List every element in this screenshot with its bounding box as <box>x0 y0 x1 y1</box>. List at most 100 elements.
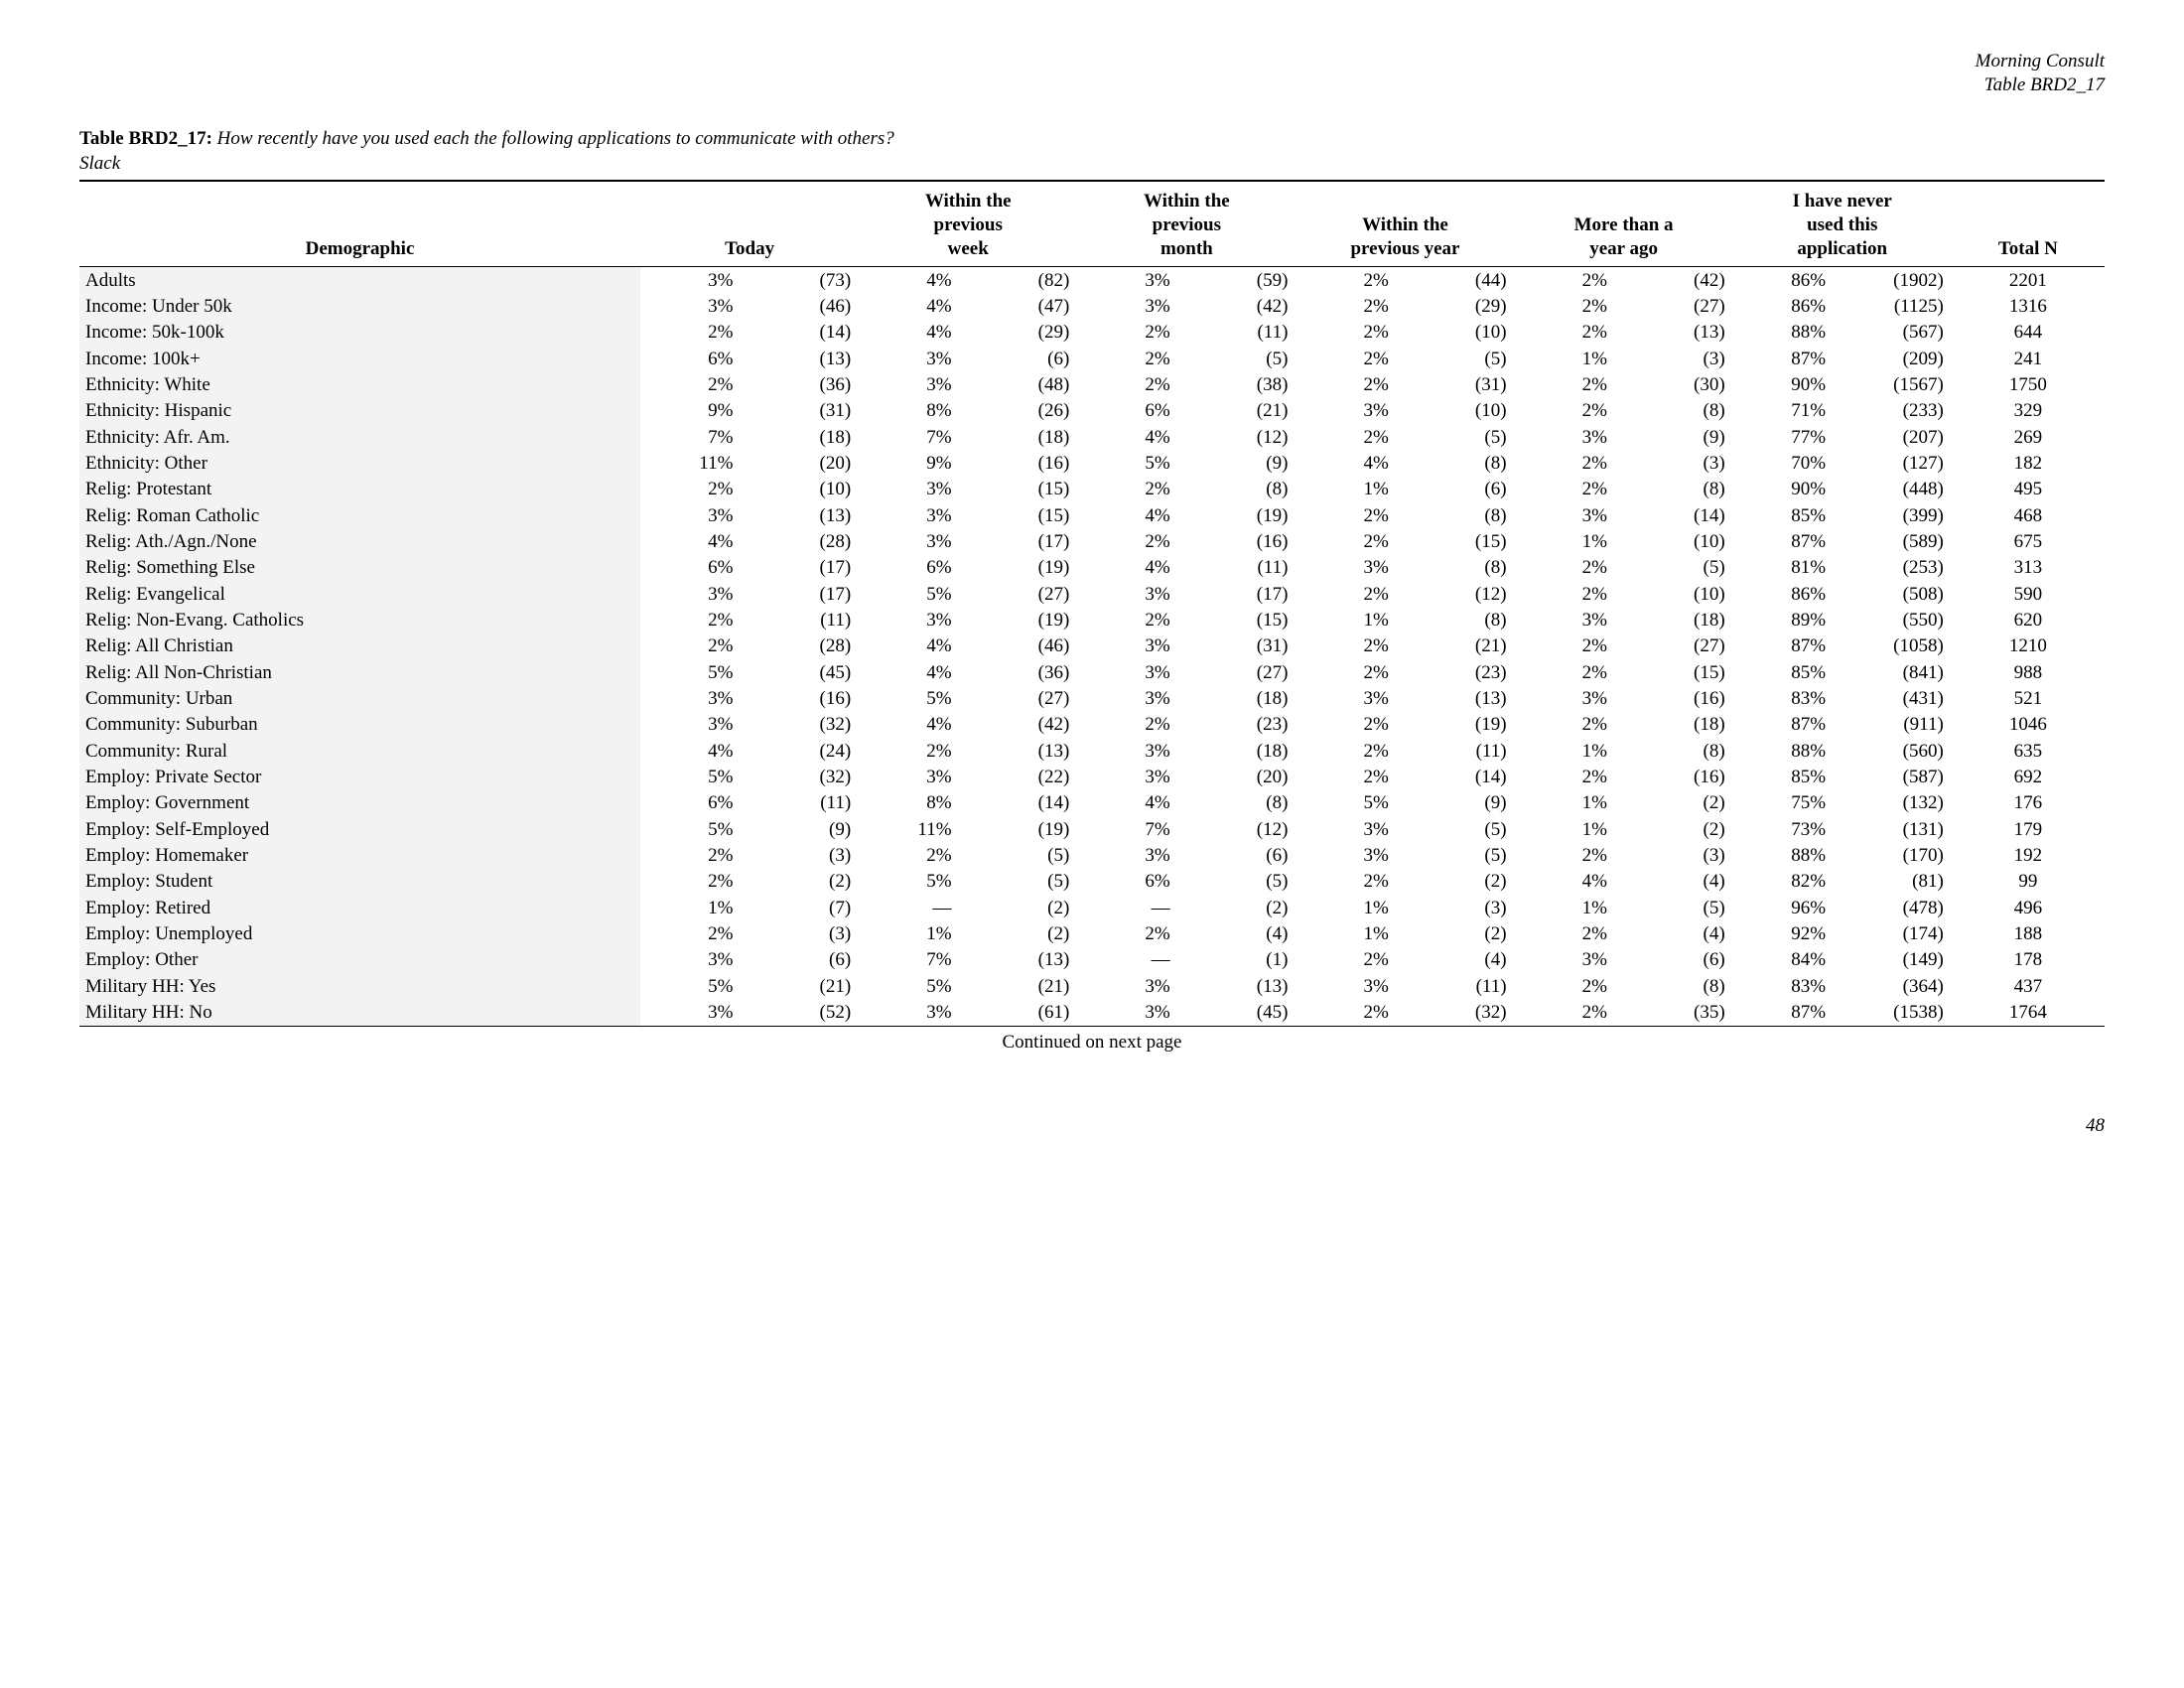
page-number: 48 <box>79 1114 2105 1138</box>
cell-pct: 5% <box>640 974 735 1000</box>
cell-pct: 88% <box>1733 843 1828 869</box>
cell-count: (17) <box>1172 581 1297 607</box>
data-table: Demographic Today Within thepreviousweek… <box>79 180 2105 1027</box>
cell-pct: 3% <box>640 581 735 607</box>
table-row: Adults3%(73)4%(82)3%(59)2%(44)2%(42)86%(… <box>79 267 2105 294</box>
cell-count: (431) <box>1828 686 1952 712</box>
cell-count: (1538) <box>1828 1000 1952 1027</box>
cell-count: (15) <box>954 502 1078 528</box>
cell-pct: 3% <box>1296 816 1390 842</box>
cell-pct: 4% <box>859 267 953 294</box>
cell-totaln: 635 <box>1952 738 2105 764</box>
cell-pct: 5% <box>1077 451 1171 477</box>
cell-count: (32) <box>1391 1000 1515 1027</box>
cell-count: (6) <box>954 346 1078 371</box>
cell-pct: 2% <box>1296 267 1390 294</box>
cell-count: (36) <box>954 659 1078 685</box>
cell-count: (1) <box>1172 947 1297 973</box>
cell-count: (5) <box>1172 869 1297 895</box>
cell-pct: 3% <box>1296 686 1390 712</box>
cell-count: (10) <box>1391 398 1515 424</box>
cell-totaln: 495 <box>1952 477 2105 502</box>
cell-count: (11) <box>735 790 859 816</box>
cell-pct: 87% <box>1733 346 1828 371</box>
cell-pct: 9% <box>859 451 953 477</box>
cell-pct: 4% <box>859 320 953 346</box>
cell-pct: 2% <box>1515 765 1609 790</box>
cell-count: (42) <box>1172 294 1297 320</box>
cell-pct: 7% <box>859 947 953 973</box>
table-subtitle: Slack <box>79 152 2105 176</box>
cell-count: (233) <box>1828 398 1952 424</box>
table-row: Employ: Government6%(11)8%(14)4%(8)5%(9)… <box>79 790 2105 816</box>
cell-pct: 77% <box>1733 424 1828 450</box>
cell-pct: 3% <box>640 267 735 294</box>
row-label: Ethnicity: Other <box>79 451 640 477</box>
cell-pct: 3% <box>1077 581 1171 607</box>
cell-pct: 4% <box>1077 424 1171 450</box>
cell-pct: 2% <box>1296 320 1390 346</box>
cell-pct: 3% <box>640 947 735 973</box>
cell-count: (5) <box>954 869 1078 895</box>
cell-pct: — <box>859 896 953 921</box>
cell-count: (5) <box>954 843 1078 869</box>
cell-count: (170) <box>1828 843 1952 869</box>
cell-pct: 2% <box>640 921 735 947</box>
cell-pct: 9% <box>640 398 735 424</box>
cell-count: (209) <box>1828 346 1952 371</box>
cell-pct: 2% <box>1515 921 1609 947</box>
cell-pct: 2% <box>1296 765 1390 790</box>
cell-pct: 3% <box>1296 974 1390 1000</box>
cell-count: (44) <box>1391 267 1515 294</box>
cell-pct: 2% <box>859 738 953 764</box>
cell-pct: 5% <box>640 765 735 790</box>
cell-pct: 87% <box>1733 712 1828 738</box>
row-label: Employ: Private Sector <box>79 765 640 790</box>
header-row: Demographic Today Within thepreviousweek… <box>79 181 2105 267</box>
cell-pct: 6% <box>640 790 735 816</box>
cell-count: (3) <box>1609 843 1733 869</box>
cell-count: (4) <box>1172 921 1297 947</box>
cell-count: (27) <box>1172 659 1297 685</box>
cell-count: (31) <box>1172 633 1297 659</box>
col-demographic: Demographic <box>79 181 640 267</box>
cell-totaln: 1210 <box>1952 633 2105 659</box>
cell-pct: 1% <box>1515 790 1609 816</box>
cell-count: (8) <box>1391 502 1515 528</box>
cell-count: (18) <box>1609 712 1733 738</box>
cell-pct: 3% <box>1515 947 1609 973</box>
cell-count: (8) <box>1391 608 1515 633</box>
cell-pct: 73% <box>1733 816 1828 842</box>
cell-count: (27) <box>1609 633 1733 659</box>
cell-pct: 3% <box>1296 843 1390 869</box>
cell-pct: 6% <box>1077 869 1171 895</box>
cell-count: (21) <box>735 974 859 1000</box>
cell-count: (11) <box>1391 738 1515 764</box>
row-label: Employ: Homemaker <box>79 843 640 869</box>
cell-count: (10) <box>1391 320 1515 346</box>
cell-pct: 2% <box>1296 529 1390 555</box>
cell-count: (11) <box>1172 320 1297 346</box>
cell-pct: 90% <box>1733 477 1828 502</box>
cell-count: (18) <box>735 424 859 450</box>
cell-pct: 3% <box>859 765 953 790</box>
cell-pct: 8% <box>859 398 953 424</box>
cell-pct: 4% <box>640 738 735 764</box>
cell-count: (17) <box>735 581 859 607</box>
cell-pct: 3% <box>640 712 735 738</box>
cell-count: (28) <box>735 633 859 659</box>
cell-totaln: 99 <box>1952 869 2105 895</box>
cell-pct: 3% <box>1077 738 1171 764</box>
cell-count: (19) <box>1172 502 1297 528</box>
table-row: Employ: Self-Employed5%(9)11%(19)7%(12)3… <box>79 816 2105 842</box>
cell-count: (61) <box>954 1000 1078 1027</box>
cell-pct: 1% <box>1515 896 1609 921</box>
cell-count: (21) <box>954 974 1078 1000</box>
cell-count: (21) <box>1391 633 1515 659</box>
table-ref: Table BRD2_17 <box>79 73 2105 97</box>
cell-count: (17) <box>735 555 859 581</box>
cell-count: (45) <box>735 659 859 685</box>
cell-pct: 2% <box>640 608 735 633</box>
cell-count: (82) <box>954 267 1078 294</box>
cell-pct: 86% <box>1733 581 1828 607</box>
